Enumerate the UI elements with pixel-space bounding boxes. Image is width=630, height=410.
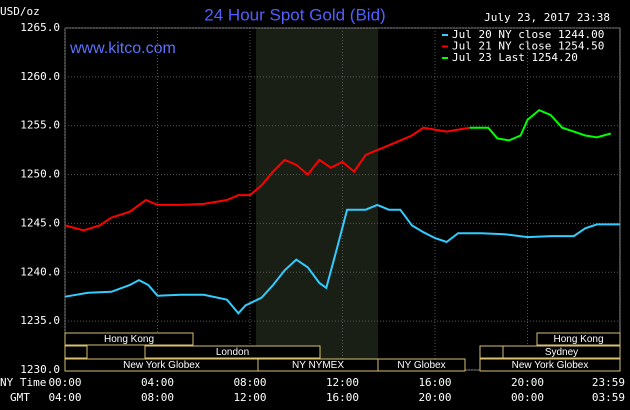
x-tick-label: 16:00 — [418, 376, 451, 389]
session-label: London — [216, 347, 249, 358]
session-label: Hong Kong — [553, 334, 603, 345]
legend-label: Jul 23 Last 1254.20 — [452, 51, 578, 64]
x2-tick-label: 03:59 — [592, 391, 625, 404]
x2-tick-label: 12:00 — [233, 391, 266, 404]
session-label: NY Globex — [397, 360, 445, 371]
legend-label: Jul 20 NY close 1244.00 — [452, 28, 604, 41]
timestamp: July 23, 2017 23:38 — [484, 11, 610, 24]
price-line — [469, 108, 612, 142]
session-box — [144, 345, 321, 359]
price-line — [64, 126, 470, 232]
x-tick-label: 20:00 — [511, 376, 544, 389]
x2-tick-label: 00:00 — [511, 391, 544, 404]
x2-tick-label: 16:00 — [326, 391, 359, 404]
chart-title: 24 Hour Spot Gold (Bid) — [204, 5, 385, 24]
session-label: NY NYMEX — [292, 360, 344, 371]
session-label: New York Globex — [512, 360, 589, 371]
x2-label: GMT — [10, 391, 30, 404]
session-box — [64, 345, 88, 359]
session-label: Hong Kong — [104, 334, 154, 345]
session-box — [64, 332, 194, 346]
y-tick-label: 1265.0 — [20, 21, 60, 34]
x2-tick-label: 08:00 — [141, 391, 174, 404]
session-box — [479, 358, 621, 372]
x-tick-label: 23:59 — [592, 376, 625, 389]
x-tick-label: 04:00 — [141, 376, 174, 389]
x-tick-label: 00:00 — [48, 376, 81, 389]
y-tick-label: 1235.0 — [20, 314, 60, 327]
y-tick-label: 1230.0 — [20, 363, 60, 376]
x-tick-label: 12:00 — [326, 376, 359, 389]
session-box — [536, 332, 621, 346]
y-tick-label: 1240.0 — [20, 265, 60, 278]
price-line — [64, 203, 620, 315]
x-tick-label: 08:00 — [233, 376, 266, 389]
session-box — [377, 358, 466, 372]
legend-label: Jul 21 NY close 1254.50 — [452, 40, 604, 53]
y-tick-label: 1255.0 — [20, 119, 60, 132]
session-label: Sydney — [545, 347, 578, 358]
session-label: New York Globex — [123, 360, 200, 371]
x2-tick-label: 04:00 — [48, 391, 81, 404]
x-label: NY Time — [0, 376, 46, 389]
x2-tick-label: 20:00 — [418, 391, 451, 404]
source: www.kitco.com — [69, 40, 176, 57]
session-box — [502, 345, 621, 359]
y-tick-label: 1250.0 — [20, 168, 60, 181]
y-tick-label: 1260.0 — [20, 70, 60, 83]
y-tick-label: 1245.0 — [20, 216, 60, 229]
nymex-shade — [256, 28, 378, 370]
session-box — [479, 345, 504, 359]
unit-label: USD/oz — [0, 5, 40, 18]
